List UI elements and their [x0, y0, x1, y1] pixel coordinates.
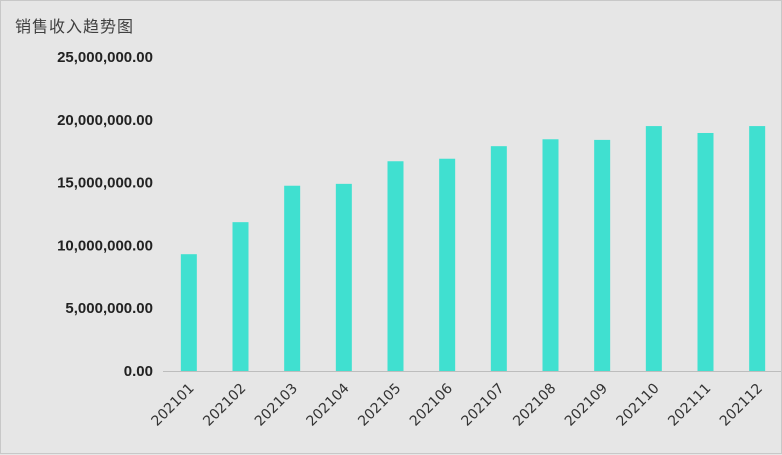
- x-tick-label: 202106: [407, 380, 456, 429]
- x-tick-label: 202109: [562, 381, 611, 430]
- x-tick-label: 202103: [252, 381, 301, 430]
- y-tick-label: 10,000,000.00: [57, 237, 153, 254]
- x-tick-label: 202112: [717, 381, 766, 430]
- x-tick-label: 202108: [510, 381, 559, 430]
- bars: [180, 126, 766, 371]
- bar-202110: [645, 126, 662, 371]
- bar-202112: [749, 126, 766, 371]
- y-tick-label: 20,000,000.00: [57, 112, 153, 129]
- x-tick-label: 202110: [614, 381, 663, 430]
- bar-202107: [490, 146, 507, 371]
- x-axis-tick-labels: 202101 202102 202103 202104 202105 202106 2021…: [149, 380, 766, 429]
- chart-title: 销售收入趋势图: [15, 17, 135, 36]
- bar-202103: [284, 185, 301, 371]
- bar-202105: [387, 161, 404, 371]
- y-tick-label: 5,000,000.00: [65, 300, 153, 317]
- bar-202102: [232, 222, 249, 371]
- bar-202109: [594, 139, 611, 371]
- x-tick-label: 202104: [304, 380, 353, 429]
- x-tick-label: 202107: [459, 381, 508, 430]
- y-tick-label: 25,000,000.00: [57, 49, 153, 66]
- x-tick-label: 202105: [355, 381, 404, 430]
- bar-202111: [697, 132, 714, 371]
- y-axis-tick-labels: 0.00 5,000,000.00 10,000,000.00 15,000,000.…: [57, 49, 153, 380]
- y-tick-label: 0.00: [124, 363, 153, 380]
- y-tick-label: 15,000,000.00: [57, 175, 153, 192]
- bar-202108: [542, 139, 559, 371]
- x-tick-label: 202102: [200, 381, 249, 430]
- bar-202106: [439, 158, 456, 371]
- x-tick-label: 202111: [665, 381, 714, 430]
- bar-202104: [335, 183, 352, 371]
- bar-202101: [180, 254, 197, 371]
- x-tick-label: 202101: [149, 381, 198, 430]
